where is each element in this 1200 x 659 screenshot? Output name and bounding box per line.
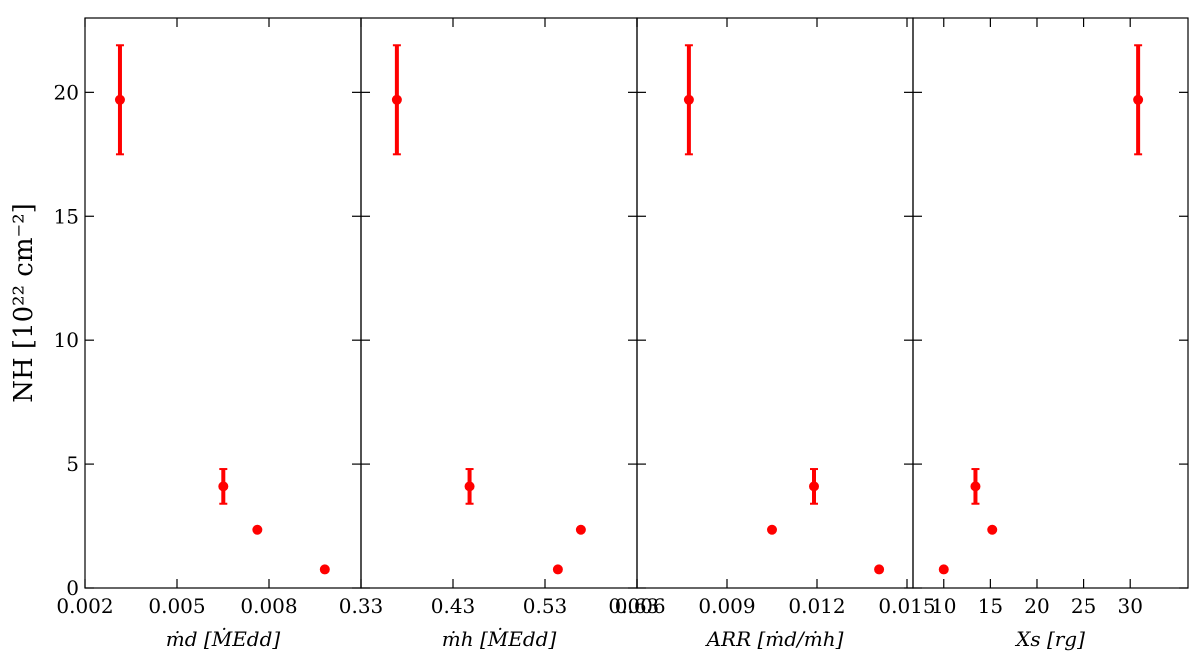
x-axis-label: Xs [rg] [1014, 627, 1085, 651]
data-point [970, 481, 981, 492]
data-point [252, 524, 263, 535]
x-tick-label: 0.33 [339, 594, 384, 618]
panel-frame [636, 17, 914, 589]
data-point [575, 524, 586, 535]
x-tick-label: 0.012 [788, 594, 845, 618]
data-point [114, 94, 125, 105]
data-point [1133, 94, 1144, 105]
x-tick-label: 30 [1117, 594, 1142, 618]
data-point [552, 564, 563, 575]
data-point [391, 94, 402, 105]
x-tick-label: 0.63 [615, 594, 660, 618]
x-axis-label: ARR [ṁd/ṁh] [705, 627, 844, 651]
data-point [319, 564, 330, 575]
x-tick-label: 20 [1024, 594, 1049, 618]
x-tick-label: 0.009 [698, 594, 755, 618]
data-point [987, 524, 998, 535]
x-tick-label: 0.008 [240, 594, 297, 618]
x-tick-label: 0.53 [523, 594, 568, 618]
x-tick-label: 15 [978, 594, 1003, 618]
panel-frame [912, 17, 1189, 589]
x-axis-label: ṁh [ṀEdd] [442, 627, 557, 651]
data-point [874, 564, 885, 575]
y-axis-label: NH [10²² cm⁻²] [9, 203, 39, 403]
data-point [683, 94, 694, 105]
x-tick-label: 0.005 [148, 594, 205, 618]
y-tick-label: 20 [54, 80, 79, 104]
data-point [464, 481, 475, 492]
x-tick-label: 0.43 [431, 594, 476, 618]
data-point [938, 564, 949, 575]
y-tick-label: 15 [54, 204, 79, 228]
x-tick-label: 10 [931, 594, 956, 618]
panel-frame [360, 17, 638, 589]
x-axis-label: ṁd [ṀEdd] [166, 627, 281, 651]
y-tick-label: 5 [66, 452, 79, 476]
x-tick-label: 0.002 [56, 594, 113, 618]
data-point [767, 524, 777, 535]
data-point [218, 481, 229, 492]
x-tick-label: 0.015 [878, 594, 935, 618]
data-point [809, 481, 819, 492]
y-tick-label: 0 [66, 576, 79, 600]
x-tick-label: 0.006 [608, 594, 665, 618]
x-tick-label: 25 [1071, 594, 1096, 618]
y-tick-label: 10 [54, 328, 79, 352]
